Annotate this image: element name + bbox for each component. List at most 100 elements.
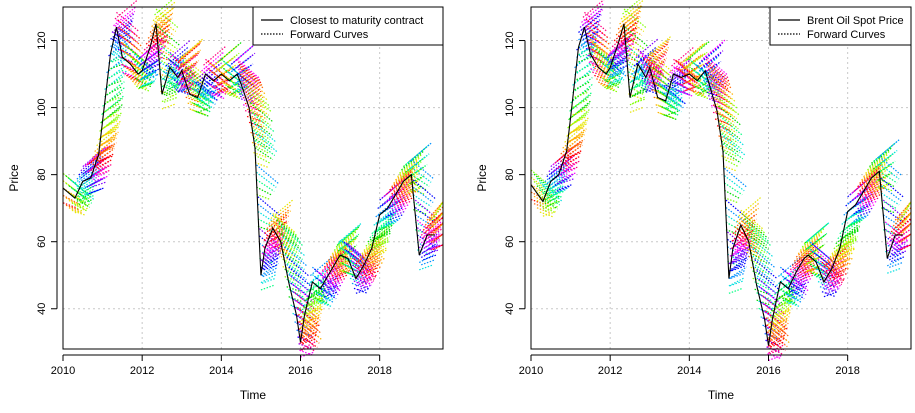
- forward-curve-segment: [262, 270, 277, 278]
- forward-curve-segment: [149, 24, 171, 41]
- forward-curve-segment: [731, 233, 753, 250]
- forward-curve-segment: [707, 80, 727, 94]
- forward-curve-segment: [635, 60, 655, 73]
- forward-curve-segment: [411, 174, 430, 187]
- forward-curve-segment: [300, 330, 319, 343]
- forward-curve-segment: [349, 262, 369, 276]
- forward-curve-segment: [687, 84, 702, 91]
- forward-curve-segment: [261, 277, 276, 284]
- forward-curve-segment: [600, 83, 615, 90]
- forward-curve-segment: [900, 222, 912, 236]
- forward-curve-segment: [710, 82, 732, 100]
- forward-curve-segment: [554, 187, 569, 194]
- forward-curve-segment: [161, 103, 177, 110]
- forward-curve-segment: [101, 117, 120, 130]
- forward-curve-segment: [302, 316, 321, 330]
- forward-curve-segment: [754, 266, 775, 283]
- forward-curve-segment: [317, 279, 339, 296]
- forward-curve-segment: [746, 237, 765, 250]
- forward-curve-segment: [707, 94, 723, 102]
- x-tick-label: 2018: [835, 365, 859, 377]
- forward-curve-segment: [383, 220, 398, 227]
- forward-curve-segment: [607, 58, 627, 72]
- forward-curve-segment: [839, 257, 854, 264]
- forward-curve-segment: [120, 49, 140, 62]
- forward-curve-segment: [74, 185, 94, 199]
- y-axis: 40 60 80 100 120: [36, 31, 58, 315]
- forward-curve-segment: [373, 249, 388, 256]
- forward-curve-segment: [581, 24, 600, 38]
- forward-curve-segment: [845, 229, 860, 237]
- forward-curve-segment: [588, 39, 610, 56]
- forward-curve-segment: [706, 69, 728, 86]
- forward-curve-segment: [242, 104, 258, 111]
- forward-curve-segment: [578, 56, 593, 63]
- forward-curve-segment: [613, 64, 629, 71]
- forward-curve-segment: [199, 79, 218, 93]
- forward-curve-segment: [298, 328, 317, 342]
- forward-curve-segment: [591, 49, 613, 66]
- forward-curve-segment: [323, 258, 345, 276]
- forward-curve-segment: [432, 222, 444, 236]
- forward-curve-segment: [325, 255, 347, 272]
- forward-curve-segment: [379, 224, 394, 231]
- forward-curve-segment: [299, 335, 318, 348]
- x-tick-label: 2012: [130, 365, 154, 377]
- forward-curve-segment: [242, 89, 262, 103]
- forward-curve-segment: [347, 250, 369, 267]
- forward-curve-segment: [303, 331, 318, 338]
- forward-curve-segment: [566, 160, 581, 167]
- forward-curve-segment: [645, 54, 666, 71]
- forward-curve-segment: [253, 129, 274, 146]
- forward-curve-segment: [882, 214, 902, 228]
- forward-curve-segment: [180, 38, 203, 59]
- legend: Brent Oil Spot Price Forward Curves: [769, 6, 912, 46]
- forward-curve-segment: [359, 281, 374, 288]
- forward-curve-segment: [569, 135, 584, 142]
- forward-curve-segment: [78, 166, 99, 183]
- forward-curve-segment: [570, 126, 585, 133]
- forward-curve-segment: [744, 225, 765, 242]
- forward-curve-segment: [263, 232, 285, 249]
- forward-curve-segment: [696, 57, 718, 74]
- forward-curve-segment: [646, 62, 665, 76]
- forward-curve-segment: [615, 37, 635, 51]
- forward-curve-segment: [533, 181, 555, 198]
- forward-curves-series: [530, 0, 912, 361]
- forward-curve-segment: [250, 109, 271, 126]
- forward-curve-segment: [706, 76, 726, 90]
- forward-curve-segment: [714, 103, 734, 117]
- forward-curve-segment: [94, 154, 113, 167]
- forward-curve-segment: [389, 192, 408, 206]
- forward-curve-segment: [203, 46, 226, 66]
- forward-curve-segment: [389, 213, 404, 221]
- forward-curve-segment: [548, 174, 567, 187]
- forward-curve-segment: [236, 73, 256, 87]
- forward-curve-segment: [771, 334, 786, 341]
- forward-curve-segment: [353, 287, 368, 294]
- forward-curve-segment: [359, 248, 381, 265]
- forward-curve-segment: [608, 56, 628, 70]
- forward-curve-segment: [738, 207, 759, 224]
- forward-curve-segment: [395, 203, 410, 211]
- forward-curve-segment: [805, 244, 825, 258]
- forward-curve-segment: [605, 51, 627, 68]
- forward-curve-segment: [337, 246, 357, 259]
- forward-curve-segment: [120, 63, 135, 71]
- forward-curve-segment: [894, 201, 912, 221]
- forward-curve-segment: [237, 76, 257, 89]
- forward-curve-segment: [649, 59, 670, 76]
- forward-curve-segment: [160, 90, 175, 97]
- forward-curve-segment: [201, 94, 216, 102]
- forward-curve-segment: [183, 90, 198, 97]
- forward-curve-segment: [645, 65, 664, 78]
- x-tick-label: 2018: [367, 365, 391, 377]
- forward-curve-segment: [724, 182, 743, 196]
- forward-curve-segment: [607, 79, 623, 87]
- forward-curve-segment: [129, 56, 151, 73]
- forward-curve-segment: [782, 297, 797, 304]
- forward-curve-segment: [569, 113, 588, 127]
- forward-curve-segment: [432, 212, 444, 228]
- forward-curve-segment: [242, 82, 264, 99]
